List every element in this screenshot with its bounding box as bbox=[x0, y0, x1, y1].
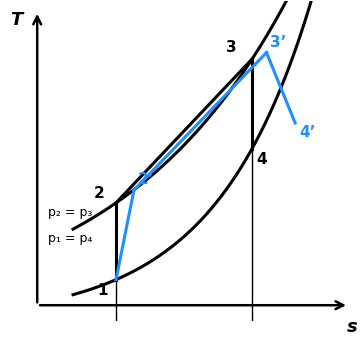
Text: 4’: 4’ bbox=[299, 125, 316, 140]
Text: 3: 3 bbox=[226, 41, 236, 55]
Text: p₂ = p₃: p₂ = p₃ bbox=[48, 206, 92, 219]
Text: p₁ = p₄: p₁ = p₄ bbox=[48, 232, 92, 245]
Text: 3’: 3’ bbox=[270, 35, 287, 50]
Text: 4: 4 bbox=[256, 152, 267, 167]
Text: 1: 1 bbox=[97, 283, 108, 298]
Text: 2’: 2’ bbox=[138, 172, 155, 187]
Text: 2: 2 bbox=[93, 186, 104, 201]
Text: s: s bbox=[347, 318, 358, 336]
Text: T: T bbox=[10, 11, 23, 29]
